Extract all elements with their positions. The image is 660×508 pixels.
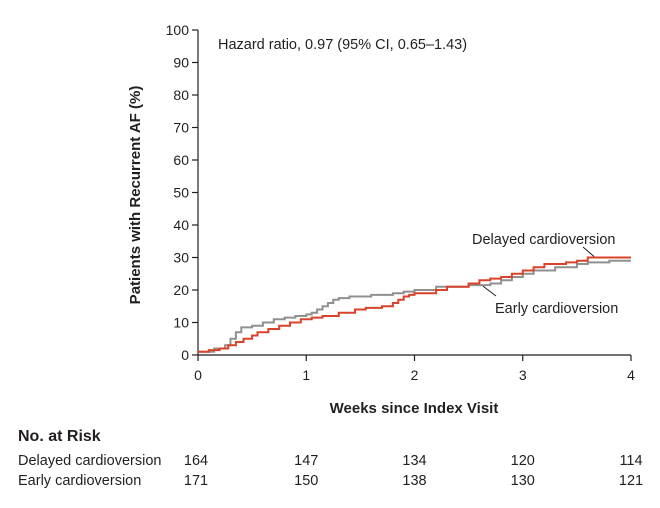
at-risk-value: 114 — [619, 453, 643, 469]
hazard-ratio-annotation: Hazard ratio, 0.97 (95% CI, 0.65–1.43) — [218, 37, 467, 53]
y-tick-label: 70 — [173, 120, 189, 136]
series-line-delayed — [198, 256, 631, 353]
x-tick-label: 0 — [194, 367, 202, 383]
y-axis-label: Patients with Recurrent AF (%) — [127, 86, 144, 305]
y-tick-label: 0 — [181, 347, 189, 363]
at-risk-title: No. at Risk — [18, 428, 101, 445]
x-tick-label: 1 — [302, 367, 310, 383]
x-tick-label: 4 — [627, 367, 635, 383]
at-risk-value: 121 — [618, 473, 644, 489]
at-risk-label: Early cardioversion — [18, 473, 142, 489]
series-label-early: Early cardioversion — [495, 301, 618, 317]
y-tick-label: 10 — [173, 315, 189, 331]
y-tick-label: 50 — [173, 185, 189, 201]
y-tick-label: 100 — [166, 22, 190, 38]
y-tick-label: 80 — [173, 87, 189, 103]
x-axis-label: Weeks since Index Visit — [330, 400, 499, 417]
at-risk-value: 120 — [510, 453, 535, 469]
at-risk-label: Delayed cardioversion — [18, 453, 162, 469]
y-tick-label: 40 — [173, 217, 189, 233]
at-risk-value: 171 — [183, 473, 209, 489]
leader-line-early — [482, 285, 497, 297]
y-tick-label: 30 — [173, 250, 189, 266]
leader-line-delayed — [582, 246, 595, 257]
at-risk-value: 138 — [402, 473, 427, 489]
y-tick-label: 20 — [173, 282, 189, 298]
series-label-delayed: Delayed cardioversion — [472, 232, 615, 248]
at-risk-value: 164 — [183, 453, 209, 469]
y-tick-label: 60 — [173, 152, 189, 168]
x-tick-label: 2 — [411, 367, 419, 383]
at-risk-value: 150 — [294, 473, 319, 489]
at-risk-value: 147 — [294, 453, 319, 469]
at-risk-value: 130 — [510, 473, 535, 489]
km-chart: 0 10 20 30 40 50 60 70 80 90 100 0 1 2 3 4 Delayed cardi… — [127, 22, 635, 417]
y-tick-label: 90 — [173, 55, 189, 71]
x-tick-label: 3 — [519, 367, 527, 383]
at-risk-value: 134 — [402, 453, 427, 469]
